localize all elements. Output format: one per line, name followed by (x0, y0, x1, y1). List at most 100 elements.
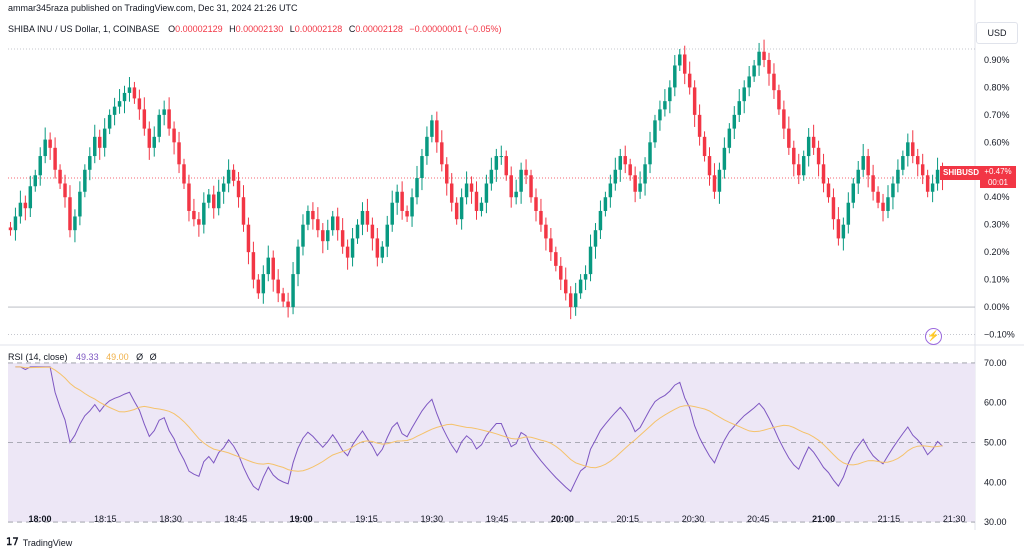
candle-body (549, 238, 553, 253)
candle-body (316, 219, 320, 231)
candle-body (727, 128, 732, 148)
candle-body (390, 202, 394, 225)
candle-body (261, 274, 266, 294)
candle-body (192, 210, 196, 220)
candle-body (737, 101, 741, 115)
candle-body (28, 186, 33, 209)
open-value: 0.00002129 (175, 24, 223, 34)
price-tick-label: 0.00% (984, 302, 1010, 312)
candle-body (732, 114, 737, 129)
candle-body (886, 197, 890, 211)
candle-body (811, 136, 816, 148)
candle-body (534, 197, 538, 211)
tradingview-brand[interactable]: 𝟣𝟩 TradingView (6, 537, 72, 548)
candle-body (335, 216, 340, 231)
candle-body (58, 169, 62, 184)
candle-body (925, 175, 930, 192)
change-value: −0.00000001 (−0.05%) (409, 24, 502, 34)
candle-body (152, 136, 156, 148)
candle-body (400, 191, 404, 211)
candle-body (459, 197, 464, 220)
rsi-null-value-2: Ø (149, 352, 157, 362)
candle-body (484, 183, 489, 203)
candle-body (638, 183, 642, 192)
symbol-legend: SHIBA INU / US Dollar, 1, COINBASE O0.00… (8, 24, 505, 34)
candle-body (479, 202, 484, 211)
candle-body (172, 128, 176, 143)
candle-body (782, 109, 786, 129)
lightning-icon[interactable]: ⚡ (925, 328, 942, 345)
symbol-title[interactable]: SHIBA INU / US Dollar, 1, COINBASE (8, 24, 160, 34)
candle-body (747, 76, 751, 88)
low-label: L (289, 24, 295, 34)
candle-body (643, 164, 647, 184)
candle-body (117, 101, 122, 107)
candle-body (157, 114, 161, 137)
candle-body (668, 87, 672, 102)
time-tick-label: 20:30 (682, 514, 705, 524)
candle-body (430, 120, 434, 137)
rsi-title[interactable]: RSI (14, close) (8, 352, 68, 362)
candle-body (613, 169, 618, 184)
time-tick-label: 19:45 (486, 514, 509, 524)
candle-body (93, 136, 97, 157)
candle-body (147, 128, 152, 148)
price-tick-label: 0.10% (984, 275, 1010, 285)
candle-body (801, 156, 806, 176)
candle-body (678, 54, 682, 66)
candle-body (474, 191, 479, 211)
candle-body (742, 87, 746, 102)
time-tick-label: 20:00 (551, 514, 574, 524)
rsi-line (15, 366, 943, 493)
rsi-tick-label: 50.00 (984, 438, 1007, 448)
candle-body (697, 114, 702, 137)
candle-body (777, 90, 781, 110)
candle-body (821, 164, 826, 184)
candle-body (836, 219, 841, 239)
currency-button[interactable]: USD (976, 22, 1018, 44)
candle-body (375, 238, 380, 258)
candle-body (207, 194, 211, 203)
candle-body (608, 183, 613, 198)
candle-body (122, 92, 127, 102)
candle-body (271, 257, 275, 280)
candle-body (752, 65, 756, 77)
candle-body (360, 210, 365, 225)
candle-body (102, 128, 107, 148)
candle-body (311, 210, 315, 220)
price-tick-label: −0.10% (984, 330, 1015, 340)
candle-body (583, 274, 588, 280)
candle-body (846, 202, 851, 225)
rsi-tick-label: 40.00 (984, 477, 1007, 487)
tradingview-name: TradingView (22, 537, 73, 548)
candle-body (564, 279, 568, 294)
candle-body (935, 169, 940, 184)
candle-body (633, 175, 637, 192)
candle-body (797, 164, 801, 176)
candle-body (454, 202, 459, 220)
rsi-tick-label: 30.00 (984, 517, 1007, 527)
candle-body (142, 109, 147, 129)
candle-body (682, 54, 687, 74)
time-tick-label: 19:15 (355, 514, 378, 524)
candle-body (588, 246, 593, 275)
price-tick-label: 0.30% (984, 220, 1010, 230)
time-tick-label: 18:15 (94, 514, 117, 524)
rsi-ma-value: 49.00 (106, 352, 129, 362)
candle-body (831, 197, 836, 220)
candle-body (692, 87, 697, 115)
candle-body (435, 120, 439, 143)
candle-body (370, 224, 375, 239)
candle-body (88, 156, 92, 170)
candle-body (578, 279, 583, 294)
candle-body (326, 230, 330, 242)
close-value: 0.00002128 (355, 24, 403, 34)
rsi-tick-label: 70.00 (984, 358, 1007, 368)
candle-body (717, 169, 722, 192)
rsi-ma-line (15, 366, 943, 472)
symbol-price-badge: SHIBUSD (940, 166, 983, 180)
candle-body (687, 73, 692, 88)
price-tick-label: 0.80% (984, 82, 1010, 92)
candle-body (866, 156, 870, 176)
